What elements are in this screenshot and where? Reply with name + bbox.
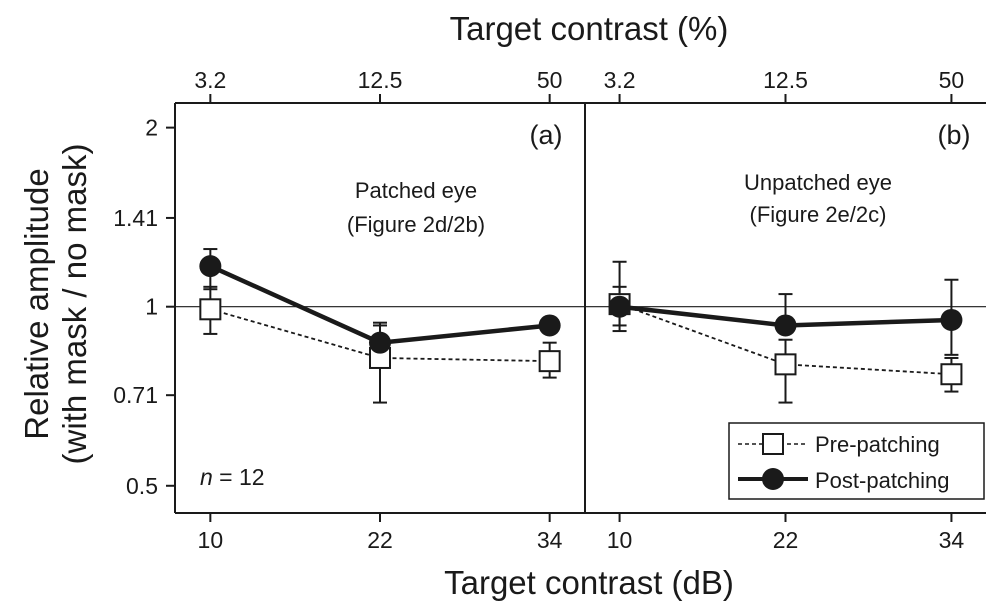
x-tick-label-bottom: 22	[367, 527, 393, 553]
sample-size-label: n = 12	[200, 464, 265, 490]
y-tick-label: 1	[145, 294, 158, 320]
panel-a: (a) Patched eye (Figure 2d/2b) n = 12	[199, 120, 563, 490]
x-tick-label-bottom: 34	[939, 527, 965, 553]
legend-post-label: Post-patching	[815, 468, 950, 493]
y-tick-label: 0.5	[126, 473, 158, 499]
y-tick-label: 0.71	[113, 382, 158, 408]
legend-pre-label: Pre-patching	[815, 432, 940, 457]
x-tick-label-bottom: 34	[537, 527, 563, 553]
panel-b-pre-point	[774, 353, 797, 376]
panel-b-post-point	[608, 295, 631, 318]
sample-size-symbol: n	[200, 464, 213, 490]
panel-b-annotation-line1: Unpatched eye	[744, 170, 892, 195]
panel-a-post-point	[199, 255, 222, 278]
axes: 0.5 0.71 1 1.41 2 10 22 34 3.2 12.5 50 10 22 34 3.2 12.…	[113, 67, 986, 553]
panel-a-pre-point	[199, 298, 222, 321]
panel-a-annotation-line1: Patched eye	[355, 178, 477, 203]
x-tick-label-bottom: 10	[607, 527, 633, 553]
y-axis-title-line1: Relative amplitude	[18, 168, 55, 439]
x-tick-label-top: 50	[939, 67, 965, 93]
panel-b: (b) Unpatched eye (Figure 2e/2c)	[608, 120, 971, 404]
y-axis-title-line2: (with mask / no mask)	[56, 144, 93, 465]
panel-a-post-point	[538, 314, 561, 337]
legend-pre-marker	[762, 433, 784, 455]
legend-post-marker	[762, 468, 784, 490]
x-tick-label-bottom: 10	[198, 527, 224, 553]
panel-a-label: (a)	[530, 120, 563, 150]
panel-a-pre-point	[538, 350, 561, 373]
panel-b-post-point	[940, 308, 963, 331]
top-axis-title: Target contrast (%)	[450, 10, 729, 47]
x-tick-label-top: 3.2	[604, 67, 636, 93]
y-tick-label: 1.41	[113, 205, 158, 231]
panel-b-label: (b)	[938, 120, 971, 150]
panel-b-annotation-line2: (Figure 2e/2c)	[750, 202, 887, 227]
panel-b-post-point	[774, 314, 797, 337]
sample-size-value: = 12	[213, 464, 265, 490]
legend: Pre-patching Post-patching	[728, 422, 985, 500]
panel-a-annotation-line2: (Figure 2d/2b)	[347, 212, 485, 237]
x-tick-label-top: 12.5	[358, 67, 403, 93]
x-tick-label-top: 12.5	[763, 67, 808, 93]
x-tick-label-bottom: 22	[773, 527, 799, 553]
y-tick-label: 2	[145, 115, 158, 141]
x-tick-label-top: 50	[537, 67, 563, 93]
bottom-axis-title: Target contrast (dB)	[444, 564, 734, 601]
x-tick-label-top: 3.2	[194, 67, 226, 93]
panel-b-pre-point	[940, 363, 963, 386]
panel-a-post-point	[369, 331, 391, 354]
